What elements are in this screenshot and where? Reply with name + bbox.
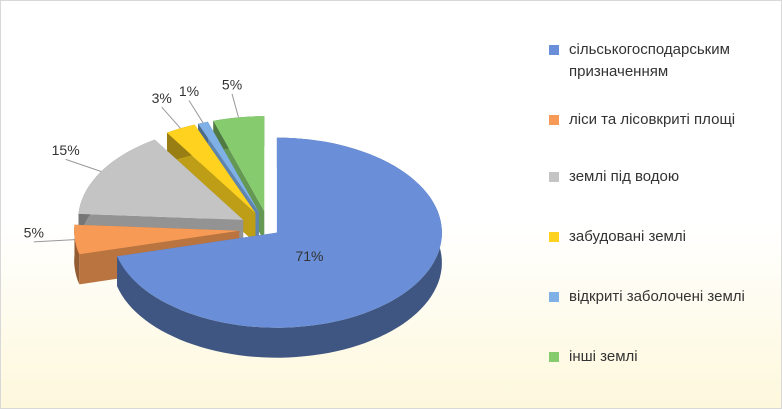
- leader-line: [161, 106, 181, 129]
- legend-item: сільськогосподарським призначенням: [549, 39, 774, 83]
- slice-top: [198, 121, 259, 213]
- legend-item: інші землі: [549, 346, 774, 368]
- legend-item: відкриті заболочені землі: [549, 286, 774, 308]
- data-label: 5%: [24, 225, 44, 241]
- legend-label: ліси та лісовкриті площі: [569, 111, 736, 128]
- leader-line: [231, 93, 239, 118]
- slice-top: [74, 224, 240, 255]
- data-label: 15%: [52, 142, 80, 158]
- legend-item: ліси та лісовкриті площі: [549, 109, 774, 131]
- legend-swatch: [549, 292, 559, 302]
- data-label: 5%: [222, 77, 242, 93]
- slice-side: [74, 224, 80, 285]
- legend-item: землі під водою: [549, 166, 774, 188]
- legend-swatch: [549, 232, 559, 242]
- legend-swatch: [549, 352, 559, 362]
- slice-top: [78, 139, 244, 220]
- legend-swatch: [549, 115, 559, 125]
- legend-swatch: [549, 45, 559, 55]
- slice-top: [213, 116, 265, 212]
- legend-swatch: [549, 172, 559, 182]
- legend-label: інші землі: [569, 348, 638, 365]
- legend-label: відкриті заболочені землі: [569, 288, 745, 305]
- slice-top: [117, 137, 442, 328]
- legend-item: забудовані землі: [549, 226, 774, 248]
- slice-top: [167, 124, 256, 213]
- legend-label: сільськогосподарським призначенням: [569, 41, 730, 80]
- data-label: 3%: [152, 90, 172, 106]
- slice: [117, 137, 442, 358]
- data-label: 1%: [179, 83, 199, 99]
- leader-line: [188, 100, 204, 123]
- legend-label: землі під водою: [569, 168, 680, 185]
- data-label: 71%: [295, 248, 323, 264]
- legend-label: забудовані землі: [569, 228, 686, 245]
- leader-line: [65, 158, 102, 172]
- leader-line: [33, 239, 75, 243]
